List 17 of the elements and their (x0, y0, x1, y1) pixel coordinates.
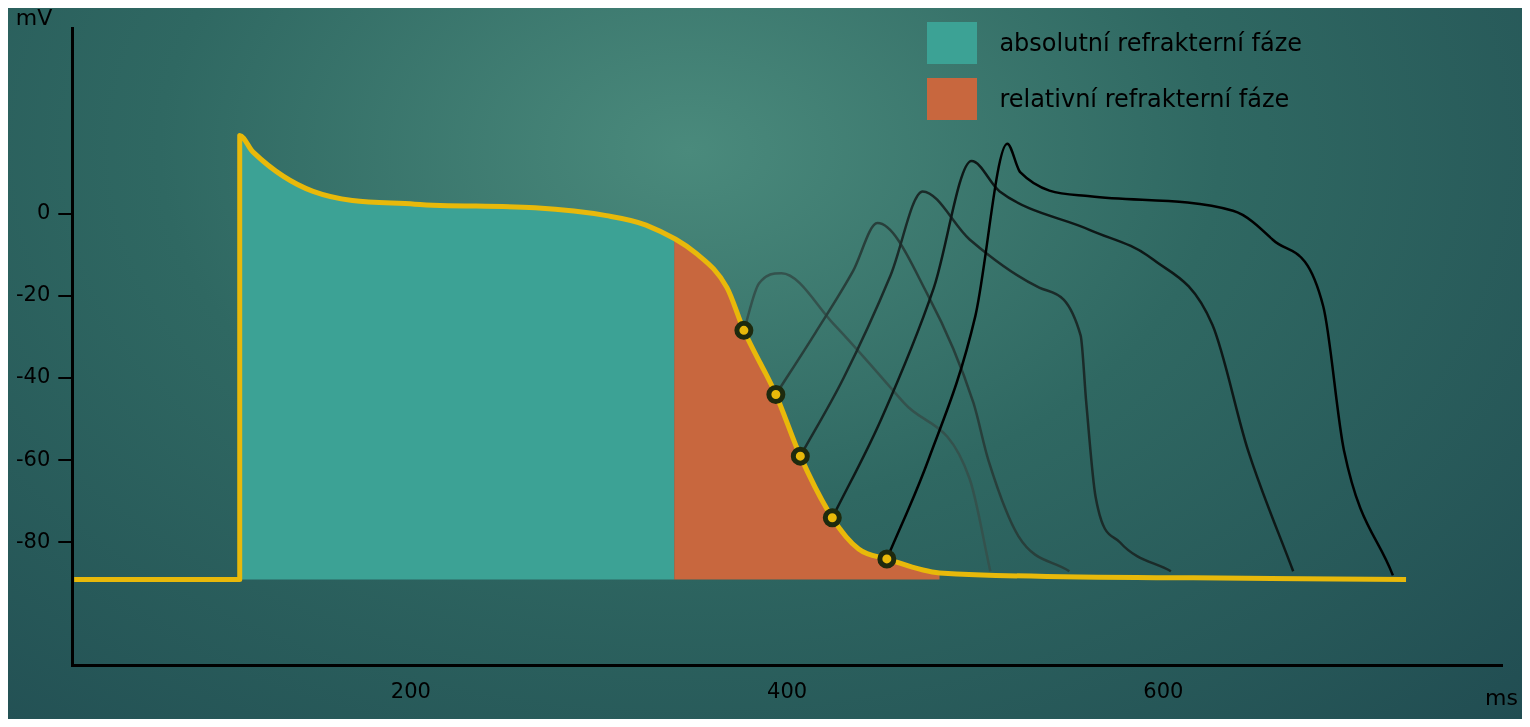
x-tick-label: 600 (1143, 678, 1184, 703)
y-tick-label: -20 (15, 282, 51, 307)
point (877, 549, 897, 569)
x-tick-label: 200 (390, 678, 431, 703)
x-tick-label: 400 (767, 678, 808, 703)
legend-label: absolutní refrakterní fáze (999, 29, 1302, 57)
x-axis-title: ms (1485, 684, 1518, 710)
legend-label: relativní refrakterní fáze (999, 85, 1290, 113)
y-tick-label: -60 (15, 446, 51, 471)
point (790, 446, 810, 466)
point (766, 384, 786, 404)
y-tick-label: -80 (15, 528, 51, 553)
point (822, 508, 842, 528)
y-tick-label: -40 (15, 364, 51, 389)
point (734, 320, 754, 340)
y-tick-label: 0 (36, 200, 51, 225)
y-axis-title: mV (15, 4, 53, 30)
